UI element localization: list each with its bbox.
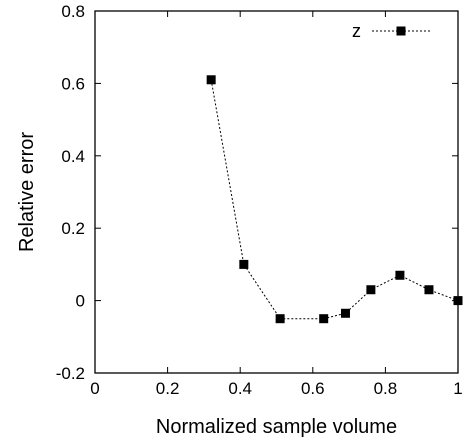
y-tick-label: 0.4 [61, 147, 85, 166]
legend: z [352, 21, 430, 41]
data-point [275, 314, 285, 324]
data-point [239, 259, 249, 269]
data-point [319, 314, 329, 324]
y-axis-ticks: -0.2 0 0.2 0.4 0.6 0.8 [56, 2, 458, 383]
y-tick-label: 0 [76, 292, 85, 311]
legend-marker-z [396, 26, 406, 36]
x-tick-label: 0.8 [374, 379, 398, 398]
data-point [424, 285, 434, 295]
x-tick-label: 0 [90, 379, 99, 398]
series-line-z [210, 79, 459, 320]
x-axis-ticks: 0 0.2 0.4 0.6 0.8 1 [90, 11, 463, 398]
x-tick-label: 0.4 [228, 379, 252, 398]
y-tick-label: 0.2 [61, 219, 85, 238]
y-tick-label: 0.6 [61, 74, 85, 93]
data-point [340, 308, 350, 318]
legend-label-z: z [352, 21, 361, 41]
y-tick-label: -0.2 [56, 364, 85, 383]
plot-frame [94, 10, 459, 374]
data-point [453, 296, 463, 306]
x-tick-label: 0.6 [301, 379, 325, 398]
series-layer [206, 75, 463, 324]
x-tick-label: 1 [453, 379, 462, 398]
x-axis-title: Normalized sample volume [156, 416, 397, 438]
y-tick-label: 0.8 [61, 2, 85, 21]
data-point [366, 285, 376, 295]
y-axis-title: Relative error [16, 132, 38, 252]
x-tick-label: 0.2 [156, 379, 180, 398]
data-point [206, 75, 216, 85]
data-point [395, 270, 405, 280]
